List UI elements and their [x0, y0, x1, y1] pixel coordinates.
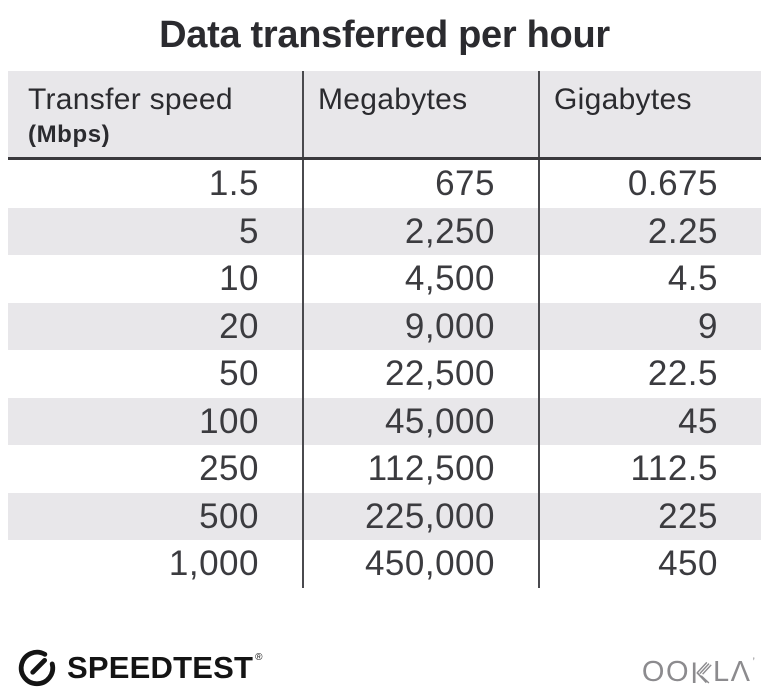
- header-transfer-speed-label: Transfer speed: [28, 83, 233, 116]
- ookla-wordmark-left: OO: [641, 656, 691, 688]
- cell-transfer-speed: 500: [199, 496, 259, 536]
- table-body: 1.5 675 0.675 5 2,250 2.25 10 4,500 4.5 …: [8, 160, 761, 588]
- table-row: 500 225,000 225: [8, 492, 761, 540]
- cell-gigabytes: 2.25: [538, 207, 761, 255]
- cell-megabytes: 45,000: [302, 397, 538, 445]
- table-header-row: Transfer speed (Mbps) Megabytes Gigabyte…: [8, 71, 761, 160]
- header-transfer-speed-unit: (Mbps): [28, 121, 111, 148]
- data-table: Transfer speed (Mbps) Megabytes Gigabyte…: [8, 71, 761, 588]
- cell-megabytes: 112,500: [302, 445, 538, 493]
- cell-megabytes: 4,500: [302, 255, 538, 303]
- table-row: 5 2,250 2.25: [8, 207, 761, 255]
- header-gigabytes: Gigabytes: [538, 71, 761, 157]
- table-row: 50 22,500 22.5: [8, 350, 761, 398]
- cell-megabytes: 22,500: [302, 350, 538, 398]
- registered-trademark-icon: ®: [255, 652, 263, 663]
- cell-transfer-speed: 250: [199, 449, 259, 488]
- cell-transfer-speed: 100: [199, 401, 259, 441]
- header-megabytes: Megabytes: [302, 71, 538, 157]
- cell-gigabytes: 225: [538, 492, 761, 540]
- table-row: 1,000 450,000 450: [8, 540, 761, 588]
- cell-megabytes: 9,000: [302, 302, 538, 350]
- ookla-k-icon: [692, 661, 712, 684]
- table-row: 100 45,000 45: [8, 397, 761, 445]
- cell-gigabytes: 45: [538, 397, 761, 445]
- table-row: 10 4,500 4.5: [8, 255, 761, 303]
- page-title: Data transferred per hour: [159, 14, 610, 56]
- speedtest-logo: SPEEDTEST ®: [16, 646, 263, 690]
- ookla-wordmark-right: LΛ: [713, 656, 752, 688]
- speedtest-gauge-icon: [18, 649, 56, 687]
- cell-gigabytes: 22.5: [538, 350, 761, 398]
- ookla-trademark-icon: ’: [752, 656, 755, 668]
- cell-megabytes: 2,250: [302, 207, 538, 255]
- cell-transfer-speed: 1,000: [168, 544, 259, 583]
- cell-gigabytes: 9: [538, 302, 761, 350]
- cell-megabytes: 225,000: [302, 492, 538, 540]
- cell-transfer-speed: 10: [219, 259, 259, 298]
- header-transfer-speed: Transfer speed (Mbps): [8, 71, 302, 157]
- table-row: 20 9,000 9: [8, 302, 761, 350]
- ookla-logo: OO LΛ ’: [642, 656, 755, 688]
- cell-gigabytes: 0.675: [538, 160, 761, 208]
- cell-megabytes: 675: [302, 160, 538, 208]
- cell-transfer-speed: 5: [239, 211, 259, 251]
- table-row: 1.5 675 0.675: [8, 160, 761, 208]
- cell-megabytes: 450,000: [302, 540, 538, 588]
- speedtest-wordmark: SPEEDTEST: [67, 650, 254, 685]
- cell-transfer-speed: 50: [219, 354, 259, 393]
- cell-transfer-speed: 20: [219, 306, 259, 346]
- cell-gigabytes: 4.5: [538, 255, 761, 303]
- cell-gigabytes: 112.5: [538, 445, 761, 493]
- table-row: 250 112,500 112.5: [8, 445, 761, 493]
- cell-gigabytes: 450: [538, 540, 761, 588]
- cell-transfer-speed: 1.5: [208, 164, 259, 203]
